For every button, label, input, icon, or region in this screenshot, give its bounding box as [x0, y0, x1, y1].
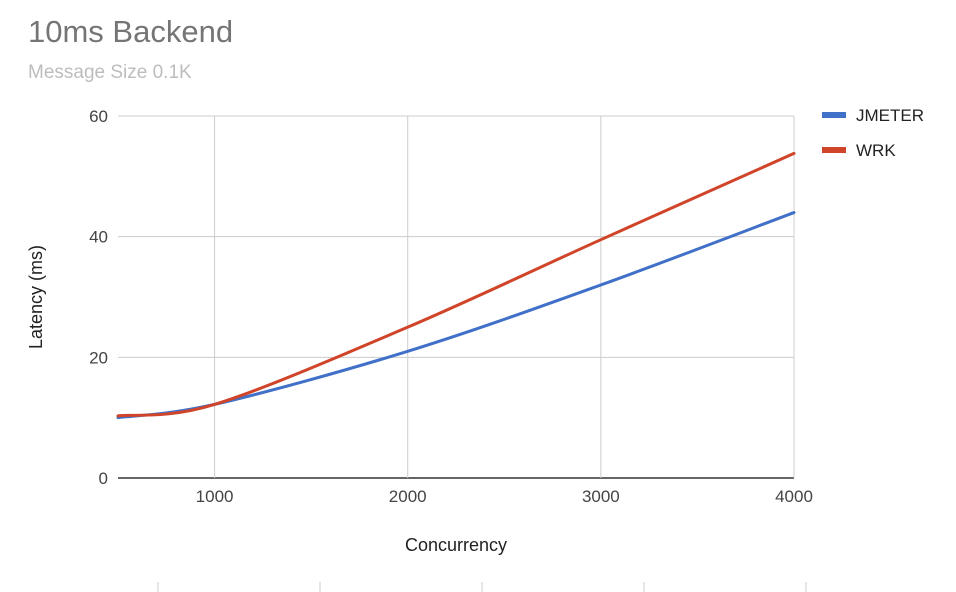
series-line-jmeter	[116, 211, 796, 420]
legend: JMETER WRK	[822, 106, 924, 160]
tick-layer: 0 20 40 60 1000 2000 3000 4000	[89, 107, 813, 506]
y-tick-label: 40	[89, 228, 108, 247]
series-layer	[116, 151, 796, 420]
chart-subtitle: Message Size 0.1K	[28, 62, 192, 83]
y-tick-label: 20	[89, 348, 108, 367]
legend-label-jmeter: JMETER	[856, 106, 924, 125]
y-axis-label: Latency (ms)	[26, 245, 46, 349]
bottom-decoration	[157, 582, 807, 592]
legend-swatch-wrk	[822, 147, 846, 153]
x-tick-label: 2000	[389, 487, 427, 506]
chart-title: 10ms Backend	[28, 14, 234, 49]
grid-layer	[118, 115, 795, 479]
x-tick-label: 1000	[196, 487, 234, 506]
y-tick-label: 60	[89, 107, 108, 126]
series-line-wrk	[116, 151, 796, 418]
x-tick-label: 3000	[582, 487, 620, 506]
x-axis-label: Concurrency	[405, 535, 507, 555]
legend-label-wrk: WRK	[856, 141, 896, 160]
legend-swatch-jmeter	[822, 112, 846, 118]
x-tick-label: 4000	[775, 487, 813, 506]
y-tick-label: 0	[99, 469, 108, 488]
